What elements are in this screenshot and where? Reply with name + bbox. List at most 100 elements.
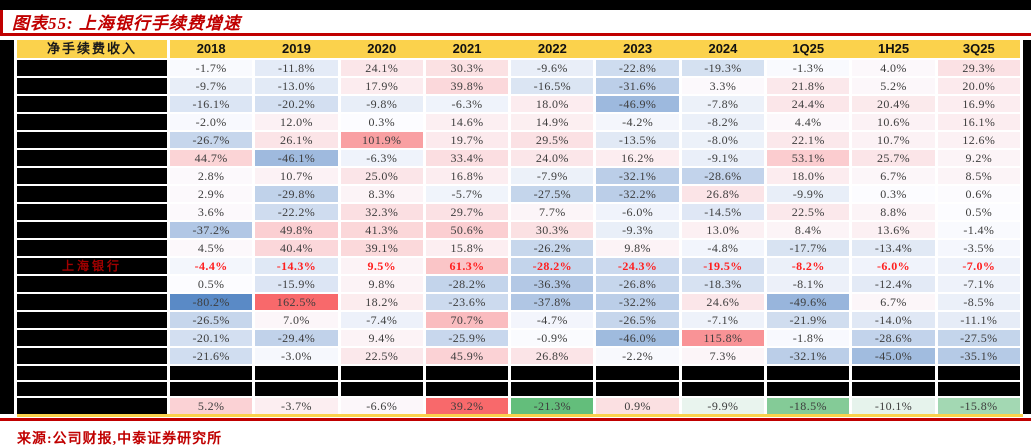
corner-header-cell: 净手续费收入 [17,40,167,58]
figure-title-row: 图表55: 上海银行手续费增速 [0,10,1031,33]
column-header: 2023 [623,41,653,56]
column-header: 1H25 [877,41,910,56]
table-cell: 8.3% [340,186,423,202]
table-cell: -16.1% [170,96,253,112]
row-label-cell [17,186,167,202]
table-cell: 49.8% [255,222,338,238]
table-cell: -31.6% [596,78,679,94]
table-cell: 22.5% [340,348,423,364]
table-cell: 29.7% [425,204,509,220]
row-label-cell [17,366,167,380]
table-cell: -32.2% [596,186,679,202]
column-header: 2019 [281,41,311,56]
table-cell: 5.2% [852,78,935,94]
table-row: 44.7% -46.1% -6.3% 33.4% 24.0% 16.2% -9.1% 53.1… [17,150,1020,166]
table-row: -2.0% 12.0% 0.3% 14.6% 14.9% -4.2% -8.2% 4.4% 10… [17,114,1020,130]
table-cell: 0.3% [340,114,423,130]
table-cell: -18.3% [681,276,765,292]
table-cell: 0.5% [170,276,253,292]
table-row: 5.2% -3.7% -6.6% 39.2% -21.3% 0.9% -9.9% -18.5%… [17,398,1020,414]
table-cell: 21.8% [767,78,850,94]
table-cell: -21.3% [511,398,594,414]
table-cell: -6.3% [340,150,423,166]
table-cell: -12.4% [852,276,935,292]
table-cell: -13.4% [852,240,935,256]
table-row: 2.9% -29.8% 8.3% -5.7% -27.5% -32.2% 26.8% -9.9… [17,186,1020,202]
table-cell: -32.1% [596,168,679,184]
table-cell: 61.3% [425,258,509,274]
table-cell: -35.1% [937,348,1020,364]
row-data-region: 2.8% 10.7% 25.0% 16.8% -7.9% -32.1% -28.6% 18.0… [170,168,1020,184]
table-cell: 25.0% [340,168,423,184]
table-row: -9.7% -13.0% 17.9% 39.8% -16.5% -31.6% 3.3% 21.… [17,78,1020,94]
table-row: -1.7% -11.8% 24.1% 30.3% -9.6% -22.8% -19.3% -1… [17,60,1020,76]
table-cell: -27.5% [937,330,1020,346]
table-cell: 12.6% [937,132,1020,148]
table-cell: -46.9% [596,96,679,112]
table-cell: 8.4% [767,222,850,238]
table-cell: -6.6% [340,398,423,414]
table-cell: 13.6% [852,222,935,238]
row-data-region: 2.9% -29.8% 8.3% -5.7% -27.5% -32.2% 26.8% -9.9… [170,186,1020,202]
table-cell: 4.4% [767,114,850,130]
table-cell: 26.8% [681,186,765,202]
row-data-region: -1.7% -11.8% 24.1% 30.3% -9.6% -22.8% -19.3% -1… [170,60,1020,76]
table-row: -26.7% 26.1% 101.9% 19.7% 29.5% -13.5% -8.0% 22… [17,132,1020,148]
table-cell: -20.2% [255,96,338,112]
table-cell: 9.2% [937,150,1020,166]
table-cell: -7.1% [681,312,765,328]
table-cell: 10.6% [852,114,935,130]
table-cell: -32.2% [596,294,679,310]
table-cell: 70.7% [425,312,509,328]
table-cell [425,382,509,396]
table-cell: 6.7% [852,294,935,310]
table-cell: -3.7% [255,398,338,414]
table-cell: 12.0% [255,114,338,130]
redacted-left-strip [0,40,14,414]
table-cell: -21.6% [170,348,253,364]
table-cell [511,382,594,396]
table-cell: 3.6% [170,204,253,220]
table-cell: -4.8% [681,240,765,256]
table-cell: 24.1% [340,60,423,76]
row-label-cell [17,114,167,130]
table-cell: -9.7% [170,78,253,94]
table-cell: -4.2% [596,114,679,130]
table-cell: 32.3% [340,204,423,220]
table-cell: -9.9% [767,186,850,202]
table-cell: -17.7% [767,240,850,256]
table-cell: -37.8% [511,294,594,310]
table-cell: -28.2% [511,258,594,274]
row-label-cell [17,168,167,184]
table-cell: 8.8% [852,204,935,220]
table-header-row: 净手续费收入 2018 2019 2020 2021 2022 2023 2024 1Q25 1… [17,40,1020,58]
top-black-bar [0,0,1031,10]
table-cell: 44.7% [170,150,253,166]
table-cell: 16.8% [425,168,509,184]
row-data-region: -2.0% 12.0% 0.3% 14.6% 14.9% -4.2% -8.2% 4.4% 10… [170,114,1020,130]
table-row: 4.5% 40.4% 39.1% 15.8% -26.2% 9.8% -4.8% -17.7%… [17,240,1020,256]
column-header: 1Q25 [792,41,825,56]
table-cell [937,366,1020,380]
row-label-cell [17,96,167,112]
table-cell: -15.8% [937,398,1020,414]
table-cell: 7.0% [255,312,338,328]
table-cell: -13.5% [596,132,679,148]
table-row: 上海银行 -4.4% -14.3% 9.5% 61.3% -28.2% -24.3% -19.… [17,258,1020,274]
table-cell [255,382,338,396]
table-bottom-accent [17,414,1023,417]
table-cell: -9.8% [340,96,423,112]
table-cell: 24.6% [681,294,765,310]
row-label-cell: 上海银行 [17,258,167,274]
table-cell: 10.7% [255,168,338,184]
table-cell: -9.1% [681,150,765,166]
table-cell: -36.3% [511,276,594,292]
column-header: 3Q25 [962,41,995,56]
table-cell: 15.8% [425,240,509,256]
table-cell [255,366,338,380]
table-cell: 0.9% [596,398,679,414]
table-cell: -19.5% [681,258,765,274]
table-cell [681,366,765,380]
table-cell: 14.9% [511,114,594,130]
row-data-region: 0.5% -15.9% 9.8% -28.2% -36.3% -26.8% -18.3% -8… [170,276,1020,292]
